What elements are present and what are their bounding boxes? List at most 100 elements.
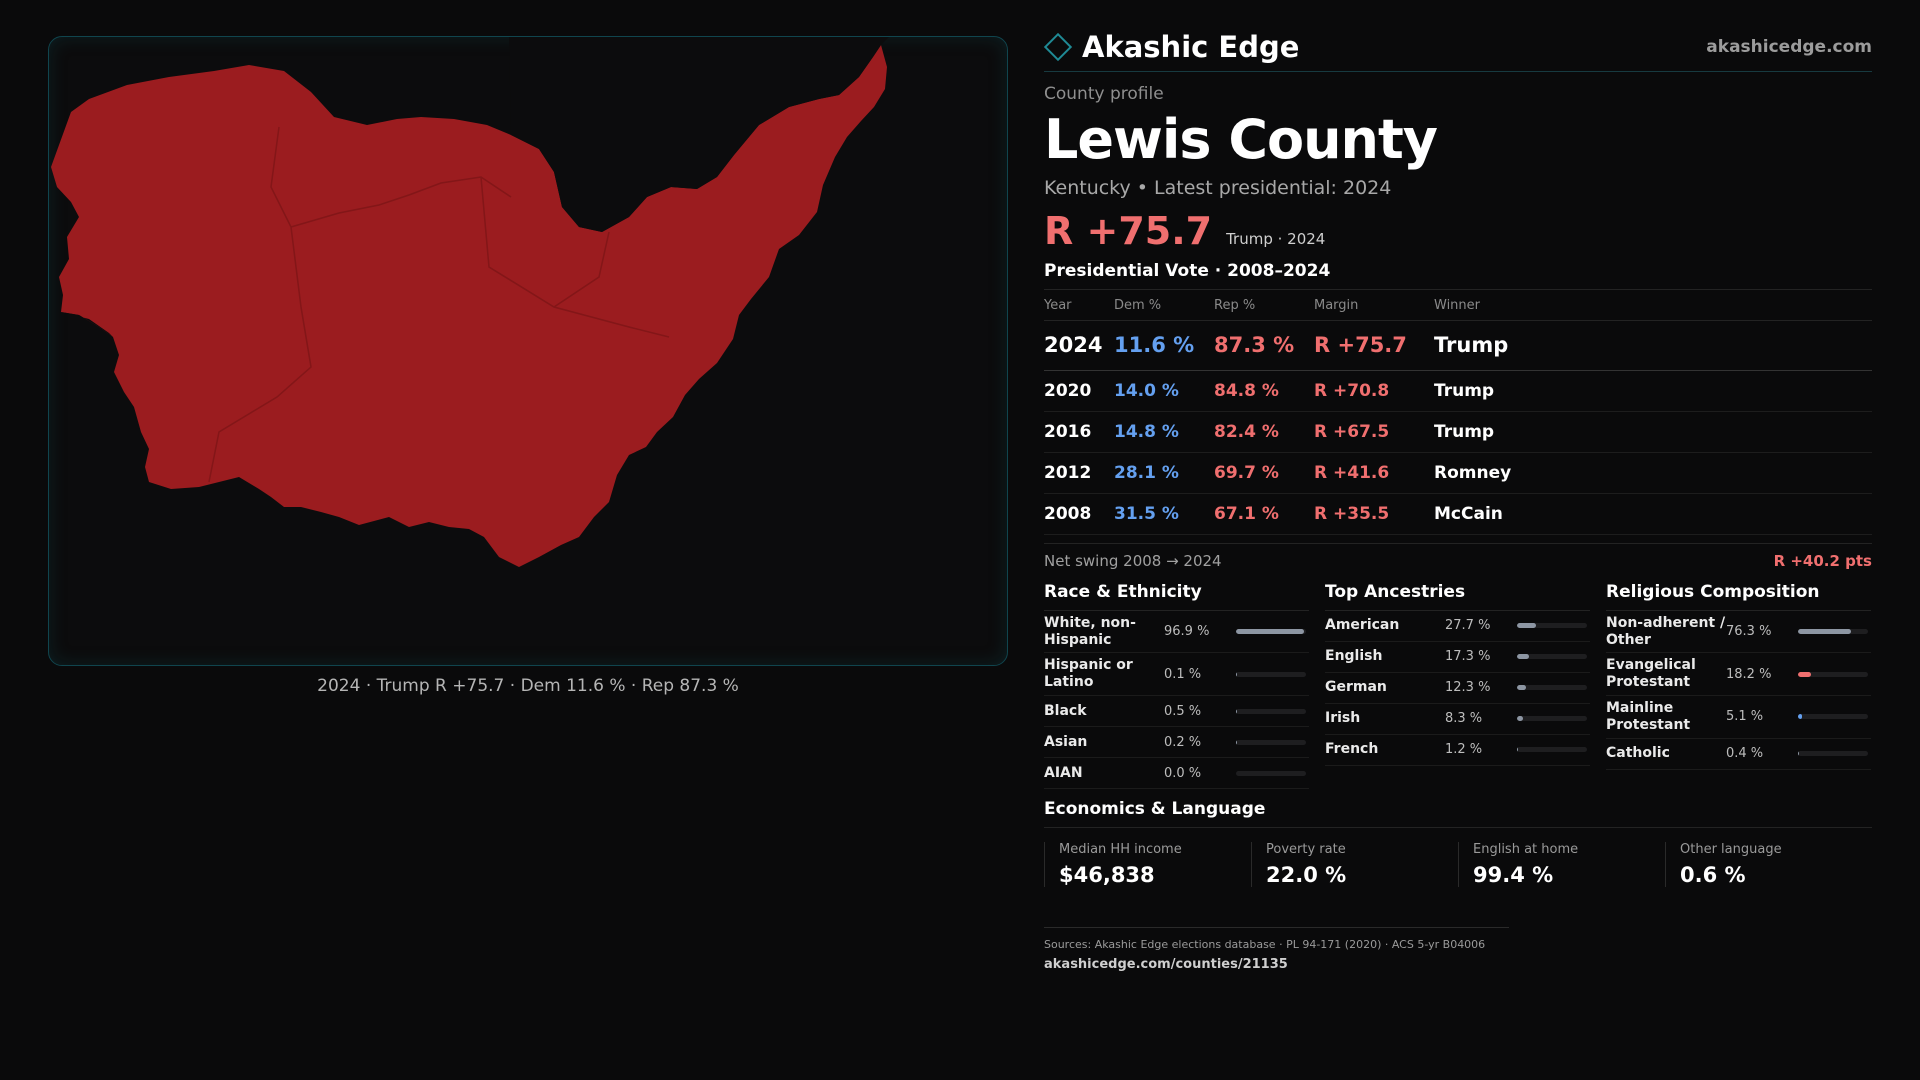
demo-bar bbox=[1798, 714, 1868, 720]
demo-row: French 1.2 % bbox=[1325, 735, 1590, 766]
demo-label: AIAN bbox=[1044, 764, 1083, 781]
footer: Sources: Akashic Edge elections database… bbox=[1044, 927, 1509, 972]
net-swing-value: R +40.2 pts bbox=[1773, 551, 1872, 570]
demo-label: Catholic bbox=[1606, 745, 1670, 762]
demo-bar bbox=[1517, 747, 1587, 753]
demo-bar-fill bbox=[1798, 671, 1811, 677]
source-url-link[interactable]: akashicedge.com/counties/21135 bbox=[1044, 957, 1288, 973]
cell-rep: 87.3 % bbox=[1214, 320, 1314, 371]
ancestry-list: American 27.7 % English 17.3 % German 12.3 % I… bbox=[1325, 611, 1590, 766]
demo-row: Black 0.5 % bbox=[1044, 696, 1309, 728]
cell-year: 2008 bbox=[1044, 493, 1114, 535]
col-winner: Winner bbox=[1434, 290, 1872, 321]
demo-bar-fill bbox=[1517, 654, 1530, 660]
cell-winner: Trump bbox=[1434, 411, 1872, 453]
cell-margin: R +70.8 bbox=[1314, 370, 1434, 412]
religion-list: Non-adherent / Other 76.3 % Evangelical Pr… bbox=[1606, 611, 1871, 770]
econ-value: 0.6 % bbox=[1680, 863, 1746, 888]
demo-row: Hispanic or Latino 0.1 % bbox=[1044, 653, 1309, 697]
ancestry-title: Top Ancestries bbox=[1325, 582, 1590, 611]
demo-row: American 27.7 % bbox=[1325, 611, 1590, 642]
col-margin: Margin bbox=[1314, 290, 1434, 321]
diamond-icon bbox=[1043, 32, 1073, 61]
demo-label: American bbox=[1325, 617, 1400, 634]
demo-bar bbox=[1517, 623, 1587, 629]
econ-cell-english: English at home 99.4 % bbox=[1458, 842, 1665, 888]
cell-dem: 31.5 % bbox=[1114, 493, 1214, 535]
brand-name: Akashic Edge bbox=[1082, 29, 1300, 64]
table-header-row: Year Dem % Rep % Margin Winner bbox=[1044, 290, 1872, 321]
cell-dem: 14.0 % bbox=[1114, 370, 1214, 412]
demo-value: 0.5 % bbox=[1164, 703, 1202, 719]
demo-bar bbox=[1517, 685, 1587, 691]
demo-row: White, non-Hispanic 96.9 % bbox=[1044, 611, 1309, 654]
demo-value: 96.9 % bbox=[1164, 624, 1210, 640]
econ-value: 99.4 % bbox=[1473, 863, 1554, 888]
county-shape[interactable] bbox=[51, 45, 887, 567]
econ-value: $46,838 bbox=[1059, 863, 1155, 888]
cell-rep: 82.4 % bbox=[1214, 411, 1314, 453]
demo-value: 0.0 % bbox=[1164, 765, 1202, 781]
demo-row: Irish 8.3 % bbox=[1325, 704, 1590, 735]
demo-bar bbox=[1236, 671, 1306, 677]
county-subline: Kentucky • Latest presidential: 2024 bbox=[1044, 177, 1392, 200]
demo-label: Black bbox=[1044, 702, 1087, 719]
table-row[interactable]: 2008 31.5 % 67.1 % R +35.5 McCain bbox=[1044, 493, 1872, 535]
demo-bar-fill bbox=[1517, 716, 1523, 722]
cell-dem: 28.1 % bbox=[1114, 452, 1214, 494]
table-row[interactable]: 2020 14.0 % 84.8 % R +70.8 Trump bbox=[1044, 370, 1872, 412]
county-map-svg bbox=[51, 37, 889, 567]
cell-margin: R +35.5 bbox=[1314, 493, 1434, 535]
demo-bar-fill bbox=[1517, 747, 1519, 753]
demo-bar-fill bbox=[1798, 629, 1852, 635]
brand[interactable]: Akashic Edge bbox=[1043, 29, 1300, 64]
table-row[interactable]: 2012 28.1 % 69.7 % R +41.6 Romney bbox=[1044, 452, 1872, 494]
sources-text: Sources: Akashic Edge elections database… bbox=[1044, 938, 1486, 952]
demo-value: 0.4 % bbox=[1726, 746, 1764, 762]
cell-year: 2016 bbox=[1044, 411, 1114, 453]
demo-label: Non-adherent / Other bbox=[1606, 614, 1726, 648]
demo-label: German bbox=[1325, 679, 1387, 696]
county-map[interactable] bbox=[48, 36, 1008, 666]
demo-bar-fill bbox=[1236, 708, 1238, 714]
demo-bar-fill bbox=[1517, 623, 1537, 629]
demo-row: Evangelical Protestant 18.2 % bbox=[1606, 653, 1871, 697]
demo-row: German 12.3 % bbox=[1325, 673, 1590, 704]
ancestry-section: Top Ancestries American 27.7 % English 17.3… bbox=[1325, 582, 1590, 789]
cell-winner: McCain bbox=[1434, 493, 1872, 535]
presidential-vote-title: Presidential Vote · 2008–2024 bbox=[1044, 261, 1872, 291]
demo-label: French bbox=[1325, 741, 1379, 758]
economics-title: Economics & Language bbox=[1044, 799, 1872, 829]
cell-rep: 84.8 % bbox=[1214, 370, 1314, 412]
demo-row: English 17.3 % bbox=[1325, 642, 1590, 673]
demo-value: 5.1 % bbox=[1726, 709, 1764, 725]
race-ethnicity-section: Race & Ethnicity White, non-Hispanic 96.9… bbox=[1044, 582, 1309, 790]
demo-bar bbox=[1236, 770, 1306, 776]
demo-bar-fill bbox=[1517, 685, 1526, 691]
race-title: Race & Ethnicity bbox=[1044, 582, 1309, 611]
demo-bar-fill bbox=[1236, 671, 1238, 677]
demo-bar bbox=[1798, 629, 1868, 635]
race-list: White, non-Hispanic 96.9 % Hispanic or Lat… bbox=[1044, 611, 1309, 790]
brand-url-link[interactable]: akashicedge.com bbox=[1706, 36, 1872, 57]
econ-label: Other language bbox=[1680, 842, 1782, 858]
demo-label: English bbox=[1325, 648, 1383, 665]
demo-row: AIAN 0.0 % bbox=[1044, 758, 1309, 790]
demo-value: 0.2 % bbox=[1164, 734, 1202, 750]
demo-value: 1.2 % bbox=[1445, 742, 1483, 758]
table-row[interactable]: 2016 14.8 % 82.4 % R +67.5 Trump bbox=[1044, 411, 1872, 453]
map-caption: 2024 · Trump R +75.7 · Dem 11.6 % · Rep … bbox=[317, 676, 739, 696]
presidential-vote-table: Year Dem % Rep % Margin Winner 2024 11.6… bbox=[1044, 290, 1872, 535]
table-row[interactable]: 2024 11.6 % 87.3 % R +75.7 Trump bbox=[1044, 320, 1872, 371]
econ-label: Median HH income bbox=[1059, 842, 1182, 858]
demo-label: White, non-Hispanic bbox=[1044, 614, 1136, 648]
demographics: Race & Ethnicity White, non-Hispanic 96.9… bbox=[1044, 582, 1872, 790]
demo-value: 76.3 % bbox=[1726, 624, 1772, 640]
cell-dem: 14.8 % bbox=[1114, 411, 1214, 453]
demo-bar bbox=[1236, 739, 1306, 745]
cell-year: 2020 bbox=[1044, 370, 1114, 412]
demo-bar-fill bbox=[1798, 751, 1800, 757]
demo-bar bbox=[1236, 629, 1306, 635]
demo-label: Irish bbox=[1325, 710, 1361, 727]
cell-winner: Romney bbox=[1434, 452, 1872, 494]
